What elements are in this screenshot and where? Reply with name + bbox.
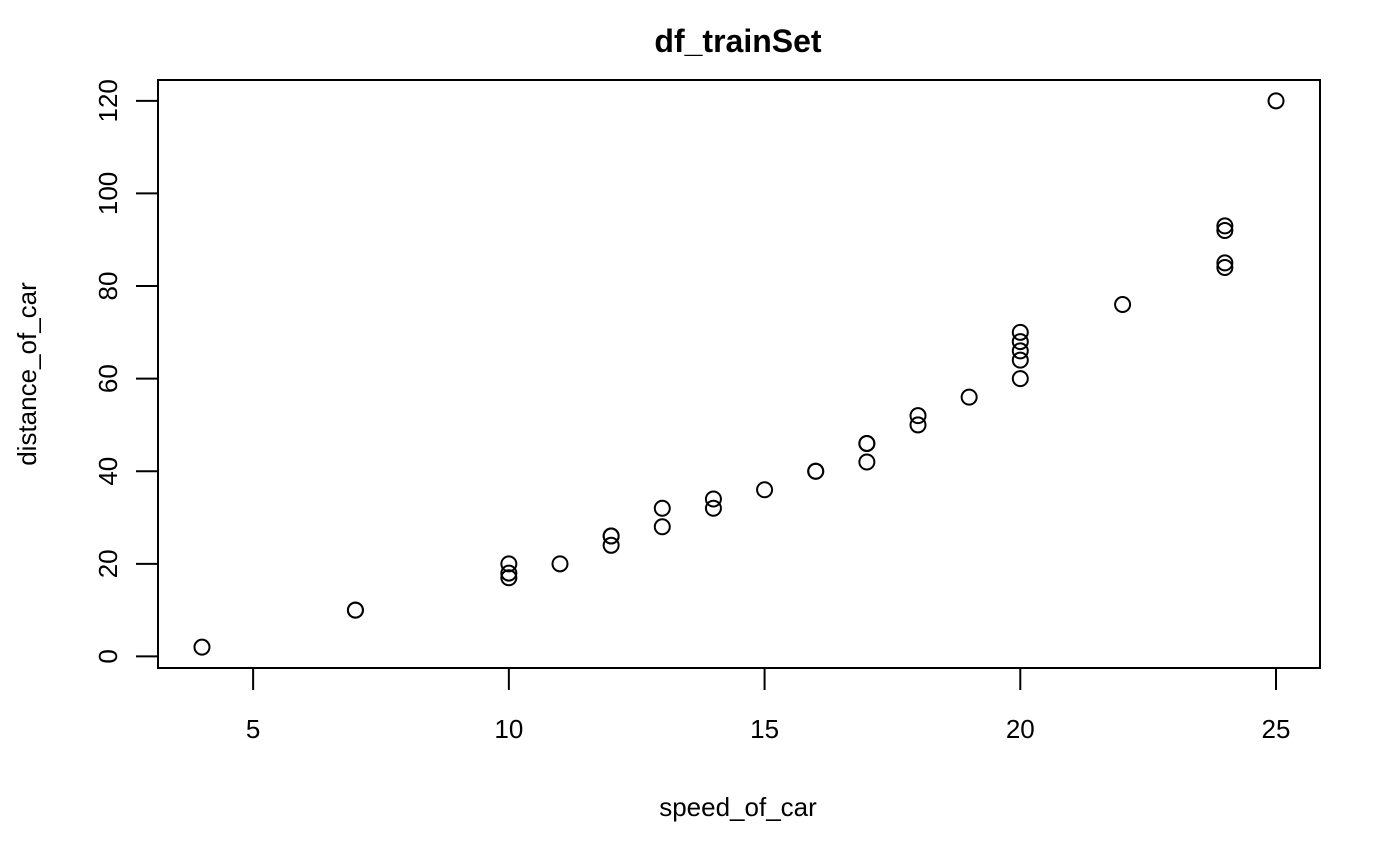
data-point — [909, 407, 927, 425]
y-tick-label: 40 — [93, 457, 123, 486]
x-axis-label: speed_of_car — [659, 792, 817, 822]
data-point — [1216, 254, 1234, 272]
x-tick-label: 5 — [246, 714, 260, 744]
data-point — [346, 601, 364, 619]
data-point — [602, 527, 620, 545]
x-tick-label: 20 — [1006, 714, 1035, 744]
data-point — [858, 434, 876, 452]
data-point — [653, 518, 671, 536]
data-point — [909, 416, 927, 434]
data-point — [1216, 259, 1234, 277]
plot-frame — [157, 79, 1321, 669]
data-point — [1011, 333, 1029, 351]
data-point — [193, 638, 211, 656]
x-tick-label: 10 — [494, 714, 523, 744]
data-point — [960, 388, 978, 406]
data-point — [602, 536, 620, 554]
chart-title: df_trainSet — [654, 23, 821, 59]
data-point — [500, 564, 518, 582]
data-point — [653, 499, 671, 517]
data-points — [193, 92, 1285, 656]
data-point — [704, 499, 722, 517]
y-tick-label: 20 — [93, 549, 123, 578]
y-tick-label: 120 — [93, 79, 123, 122]
y-axis-label: distance_of_car — [12, 282, 42, 466]
y-tick-label: 0 — [93, 649, 123, 663]
data-point — [1267, 92, 1285, 110]
data-point — [1011, 370, 1029, 388]
data-point — [807, 462, 825, 480]
y-tick-label: 80 — [93, 272, 123, 301]
data-point — [704, 490, 722, 508]
data-point — [1216, 217, 1234, 235]
y-tick-label: 100 — [93, 172, 123, 215]
data-point — [1011, 342, 1029, 360]
data-point — [1216, 221, 1234, 239]
data-point — [551, 555, 569, 573]
data-point — [858, 453, 876, 471]
x-tick-label: 15 — [750, 714, 779, 744]
y-tick-label: 60 — [93, 364, 123, 393]
data-point — [1011, 323, 1029, 341]
x-tick-label: 25 — [1262, 714, 1291, 744]
data-point — [756, 481, 774, 499]
data-point — [500, 569, 518, 587]
data-point — [500, 555, 518, 573]
y-axis: 0 20 40 60 80 100 120 — [93, 79, 159, 664]
x-axis: 5 10 15 20 25 — [246, 667, 1291, 744]
data-point — [1011, 351, 1029, 369]
data-point — [1114, 296, 1132, 314]
